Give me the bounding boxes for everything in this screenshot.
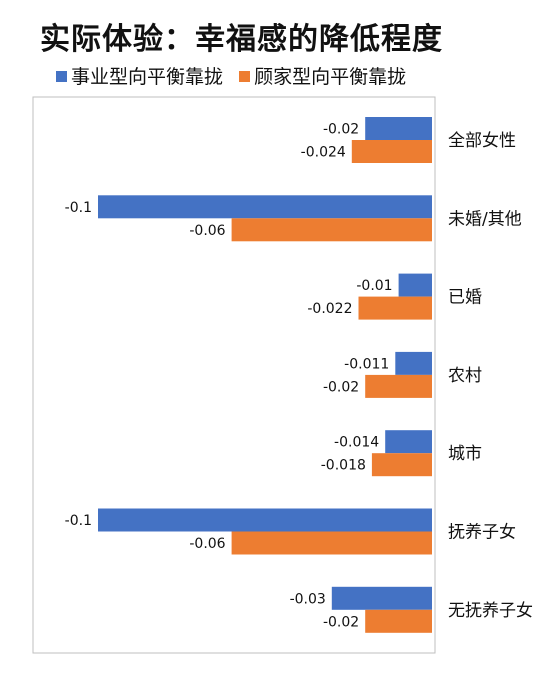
bar-career-1: [98, 195, 432, 219]
category-label-6: 无抚养子女: [448, 601, 533, 621]
data-label-family-0: -0.024: [301, 145, 346, 161]
bar-family-1: [231, 218, 432, 242]
data-label-family-3: -0.02: [323, 379, 359, 395]
category-label-1: 未婚/其他: [448, 209, 522, 229]
data-label-career-0: -0.02: [323, 122, 359, 138]
legend-swatch-family: [239, 71, 251, 82]
bar-career-2: [398, 273, 432, 297]
data-label-career-6: -0.03: [290, 591, 326, 607]
category-label-3: 农村: [448, 366, 482, 386]
data-label-career-1: -0.1: [65, 200, 92, 216]
bar-career-5: [98, 508, 432, 532]
bar-family-2: [358, 296, 432, 320]
data-label-career-4: -0.014: [334, 435, 379, 451]
data-label-family-5: -0.06: [189, 536, 225, 552]
bar-family-4: [371, 453, 432, 477]
chart-title: 实际体验：幸福感的降低程度: [40, 22, 443, 57]
bars-group: -0.02 -0.024 全部女性 -0.1 -0.06 未婚/其他 -0.01-0.022…: [65, 117, 533, 633]
legend-label-career: 事业型向平衡靠拢: [71, 66, 224, 88]
legend-item-family: 顾家型向平衡靠拢: [239, 62, 406, 89]
legend-item-career: 事业型向平衡靠拢: [56, 62, 223, 89]
category-label-2: 已婚: [448, 288, 482, 308]
data-label-family-2: -0.022: [307, 301, 352, 317]
legend: 事业型向平衡靠拢 顾家型向平衡靠拢: [56, 62, 416, 89]
category-label-5: 抚养子女: [448, 523, 516, 543]
data-label-family-6: -0.02: [323, 614, 359, 630]
data-label-career-5: -0.1: [65, 513, 92, 529]
bar-family-5: [231, 531, 432, 555]
category-label-4: 城市: [448, 444, 482, 464]
legend-swatch-career: [56, 71, 67, 82]
bar-career-3: [395, 351, 432, 375]
bar-career-0: [365, 117, 432, 140]
data-label-family-1: -0.06: [189, 223, 225, 239]
category-label-0: 全部女性: [448, 131, 516, 151]
data-label-family-4: -0.018: [321, 458, 366, 474]
bar-career-6: [331, 586, 432, 610]
legend-label-family: 顾家型向平衡靠拢: [254, 66, 407, 88]
data-label-career-3: -0.011: [344, 356, 389, 372]
bar-family-3: [365, 374, 432, 398]
bar-family-6: [365, 609, 432, 633]
bar-family-0: [351, 140, 432, 163]
bar-career-4: [385, 430, 432, 454]
data-label-career-2: -0.01: [356, 278, 392, 294]
plot-frame: [32, 96, 436, 654]
